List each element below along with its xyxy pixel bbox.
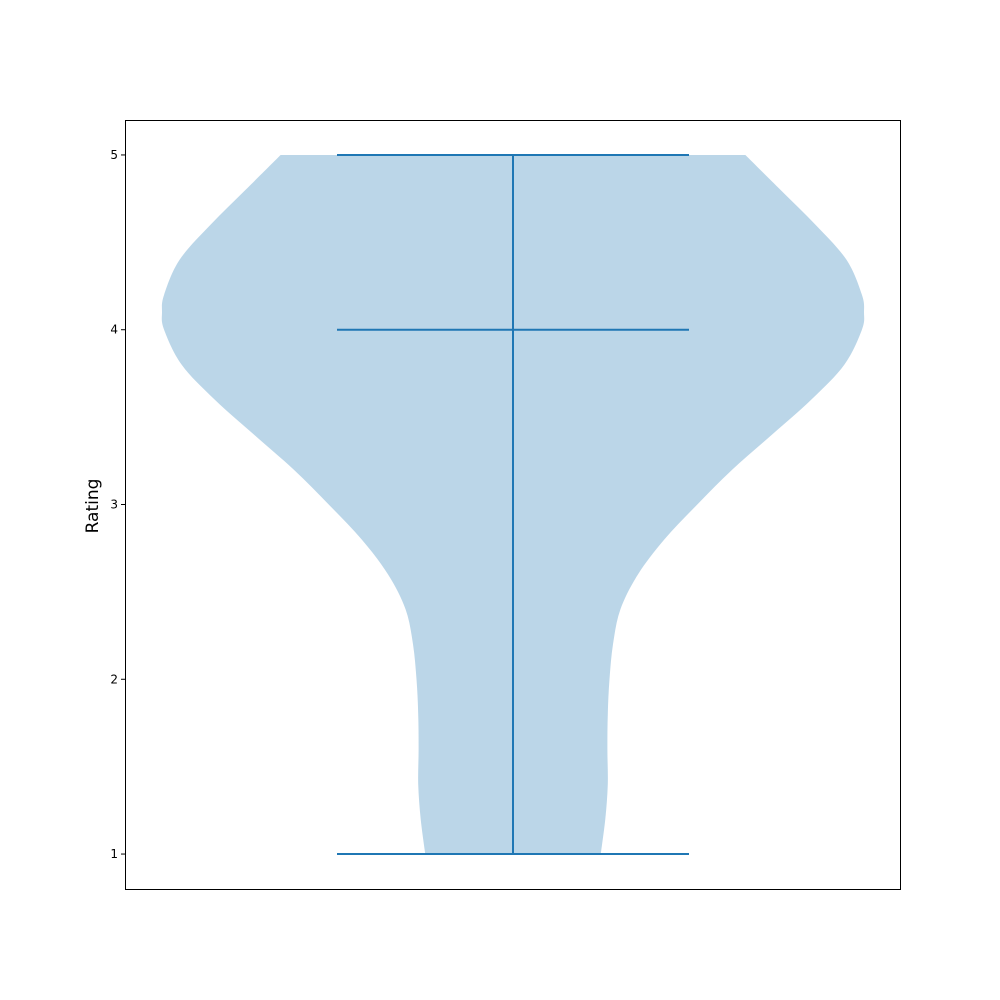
y-tick-label: 4 — [110, 323, 118, 337]
y-tick-label: 5 — [110, 148, 118, 162]
y-axis-label: Rating — [83, 479, 103, 534]
y-axis: 1 2 3 4 5 — [110, 148, 125, 861]
axes-frame — [125, 120, 901, 890]
y-tick-label: 3 — [110, 498, 118, 512]
y-tick-label: 2 — [110, 672, 118, 686]
plot-area — [161, 153, 865, 856]
y-tick-label: 1 — [110, 847, 118, 861]
